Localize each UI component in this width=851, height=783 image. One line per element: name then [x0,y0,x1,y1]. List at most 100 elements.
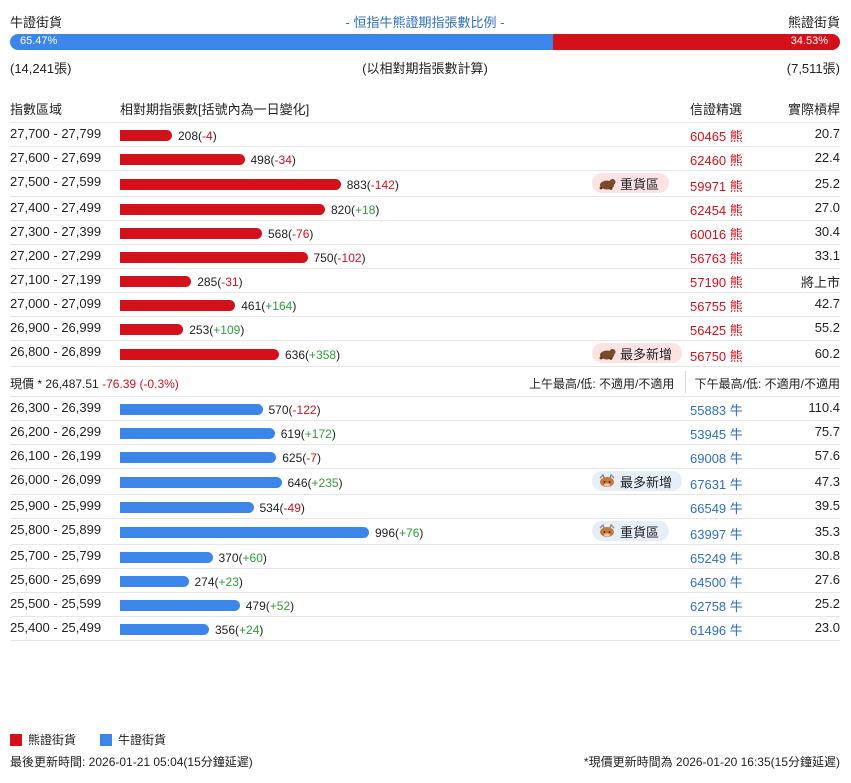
bull-table-row: 25,700 - 25,799 370(+60) 65249 牛 30.8 [10,544,840,568]
qty-value: 883 [346,177,367,192]
qty-value: 619 [280,426,301,441]
bull-qty-bar [120,404,263,415]
legend-bear-label: 熊證街貨 [28,733,77,747]
bull-warrant-code-link[interactable]: 55883 牛 [690,403,743,418]
bear-qty-bar [120,204,325,215]
bear-table-row: 27,500 - 27,599 883(-142) 重貨區 59971 熊 25.2 [10,170,840,196]
bull-warrant-code-link[interactable]: 67631 牛 [690,477,743,492]
bear-warrant-code-link[interactable]: 62460 熊 [690,153,743,168]
column-header-range: 指數區域 [10,102,63,117]
effective-leverage: 75.7 [814,424,840,439]
bull-icon [599,524,615,537]
index-range: 27,200 - 27,299 [10,248,102,263]
qty-value: 253 [189,322,210,337]
bull-warrant-code-link[interactable]: 62758 牛 [690,599,743,614]
index-range: 25,600 - 25,699 [10,572,102,587]
qty-bar-group: 568(-76) [120,226,314,241]
bull-warrant-code-link[interactable]: 65249 牛 [690,551,743,566]
bull-warrant-code-link[interactable]: 63997 牛 [690,527,743,542]
qty-label: 356(+24) [215,622,264,637]
qty-label: 208(-4) [178,128,217,143]
bear-warrant-code-link[interactable]: 56763 熊 [690,251,743,266]
bear-qty-bar [120,300,236,311]
tag-label: 最多新增 [620,474,673,490]
pm-high-low: 下午最高/低: 不適用/不適用 [694,377,840,391]
qty-bar-group: 208(-4) [120,128,217,143]
bear-warrant-code-link[interactable]: 60465 熊 [690,129,743,144]
index-range: 25,900 - 25,999 [10,498,102,513]
bear-warrant-code-link[interactable]: 56750 熊 [690,349,743,364]
qty-value: 996 [375,525,396,540]
bear-warrant-code-link[interactable]: 57190 熊 [690,275,743,290]
effective-leverage: 20.7 [814,126,840,141]
qty-change: +358 [309,347,337,362]
bull-warrant-code-link[interactable]: 64500 牛 [690,575,743,590]
bear-icon [599,179,616,190]
effective-leverage: 55.2 [814,320,840,335]
qty-bar-group: 750(-102) [120,250,366,265]
price-update-time: *現價更新時間為 2026-01-20 16:35(15分鐘延遲) [583,755,840,769]
index-range: 27,400 - 27,499 [10,200,102,215]
qty-change: -31 [221,274,239,289]
effective-leverage: 35.3 [814,524,840,539]
qty-bar-group: 883(-142) [120,177,399,192]
effective-leverage: 110.4 [808,400,840,415]
legend-bear-swatch [10,733,22,746]
bull-warrant-code-link[interactable]: 53945 牛 [690,427,743,442]
bull-qty-bar [120,576,189,587]
index-range: 25,400 - 25,499 [10,620,102,635]
qty-bar-group: 274(+23) [120,575,243,589]
bull-warrant-code-link[interactable]: 66549 牛 [690,501,743,516]
legend-bull-label: 牛證街貨 [118,733,167,747]
qty-change: +164 [265,298,293,313]
qty-value: 285 [197,274,218,289]
effective-leverage: 57.6 [814,448,840,463]
bull-ratio-segment: 65.47% [10,34,554,50]
bear-table-row: 27,400 - 27,499 820(+18) 62454 熊 27.0 [10,196,840,220]
bear-table-row: 27,600 - 27,699 498(-34) 62460 熊 22.4 [10,146,840,170]
qty-bar-group: 356(+24) [120,622,264,637]
qty-change: -34 [274,152,292,167]
bear-outstanding-label: 熊證街貨 [787,15,840,30]
qty-label: 820(+18) [331,202,380,217]
qty-bar-group: 636(+358) [120,347,340,362]
bear-table-row: 27,300 - 27,399 568(-76) 60016 熊 30.4 [10,220,840,244]
bear-count: (7,511張) [786,61,840,76]
qty-bar-group: 534(-49) [120,500,305,515]
qty-bar-group: 461(+164) [120,298,296,313]
qty-label: 568(-76) [268,226,314,241]
am-high-low: 上午最高/低: 不適用/不適用 [529,377,675,391]
qty-label: 534(-49) [259,500,305,515]
bear-qty-bar [120,324,184,335]
bear-warrant-code-link[interactable]: 59971 熊 [690,179,743,194]
bear-warrant-code-link[interactable]: 62454 熊 [690,203,743,218]
qty-change: +76 [399,525,420,540]
qty-value: 636 [285,347,306,362]
index-range: 27,600 - 27,699 [10,150,102,165]
effective-leverage: 22.4 [814,150,840,165]
qty-value: 568 [268,226,289,241]
bull-qty-bar [120,477,282,488]
bull-table-row: 25,900 - 25,999 534(-49) 66549 牛 39.5 [10,494,840,518]
qty-label: 619(+172) [280,426,336,441]
current-price-value: 26,487.51 [45,377,99,391]
bear-warrant-code-link[interactable]: 60016 熊 [690,227,743,242]
bull-qty-bar [120,600,240,611]
bear-warrant-code-link[interactable]: 56755 熊 [690,299,743,314]
bull-outstanding-label: 牛證街貨 [10,15,63,30]
bull-ratio-pct: 65.47% [20,35,58,47]
qty-value: 750 [313,250,334,265]
qty-label: 625(-7) [282,450,321,465]
bear-warrant-code-link[interactable]: 56425 熊 [690,323,743,338]
bull-warrant-code-link[interactable]: 61496 牛 [690,623,743,638]
bull-warrant-code-link[interactable]: 69008 牛 [690,451,743,466]
bear-table-row: 27,100 - 27,199 285(-31) 57190 熊 將上市 [10,268,840,292]
qty-change: -49 [283,500,301,515]
index-range: 26,200 - 26,299 [10,424,102,439]
bull-table-row: 25,500 - 25,599 479(+52) 62758 牛 25.2 [10,592,840,616]
qty-value: 534 [259,500,280,515]
effective-leverage: 27.0 [814,200,840,215]
qty-change: +52 [269,598,291,613]
bear-table-row: 27,700 - 27,799 208(-4) 60465 熊 20.7 [10,122,840,146]
bear-table-row: 27,000 - 27,099 461(+164) 56755 熊 42.7 [10,292,840,316]
